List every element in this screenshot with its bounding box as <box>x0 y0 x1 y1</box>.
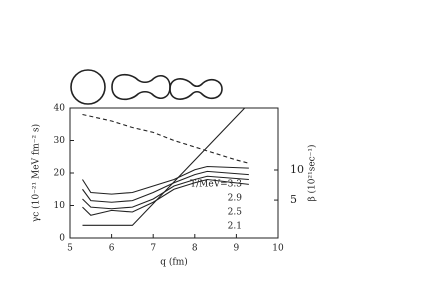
y-tick-label: 10 <box>54 201 66 211</box>
y-tick-label: 0 <box>59 234 65 244</box>
x-tick-label: 6 <box>109 244 115 254</box>
series-line <box>82 178 249 216</box>
x-tick-label: 10 <box>272 244 284 254</box>
plot-frame <box>69 107 279 239</box>
shape-sketches <box>70 69 223 105</box>
x-tick-label: 8 <box>192 244 198 254</box>
series-line <box>82 175 249 210</box>
y2-tick-label: 5 <box>290 193 297 206</box>
series-label: 2.5 <box>228 208 243 218</box>
series-label: 2.9 <box>228 194 243 204</box>
series-line <box>82 113 250 164</box>
series-label: 2.1 <box>228 222 242 232</box>
series-line <box>82 170 249 203</box>
series-line <box>82 165 249 195</box>
y-axis-label: γc (10⁻²¹ MeV fm⁻² s) <box>31 124 42 222</box>
series-line <box>82 107 246 226</box>
x-tick-label: 5 <box>67 244 73 254</box>
y2-tick-label: 10 <box>290 163 304 176</box>
y-tick-label: 30 <box>54 136 66 146</box>
x-axis-label: q (fm) <box>160 257 188 268</box>
x-tick-label: 7 <box>150 244 156 254</box>
y-tick-label: 20 <box>54 169 66 179</box>
y-tick-label: 40 <box>54 104 66 114</box>
series-label: T/MeV=3.3 <box>190 180 242 190</box>
y2-axis-label: β (10²¹sec⁻¹) <box>307 144 318 201</box>
x-tick-label: 9 <box>234 244 240 254</box>
